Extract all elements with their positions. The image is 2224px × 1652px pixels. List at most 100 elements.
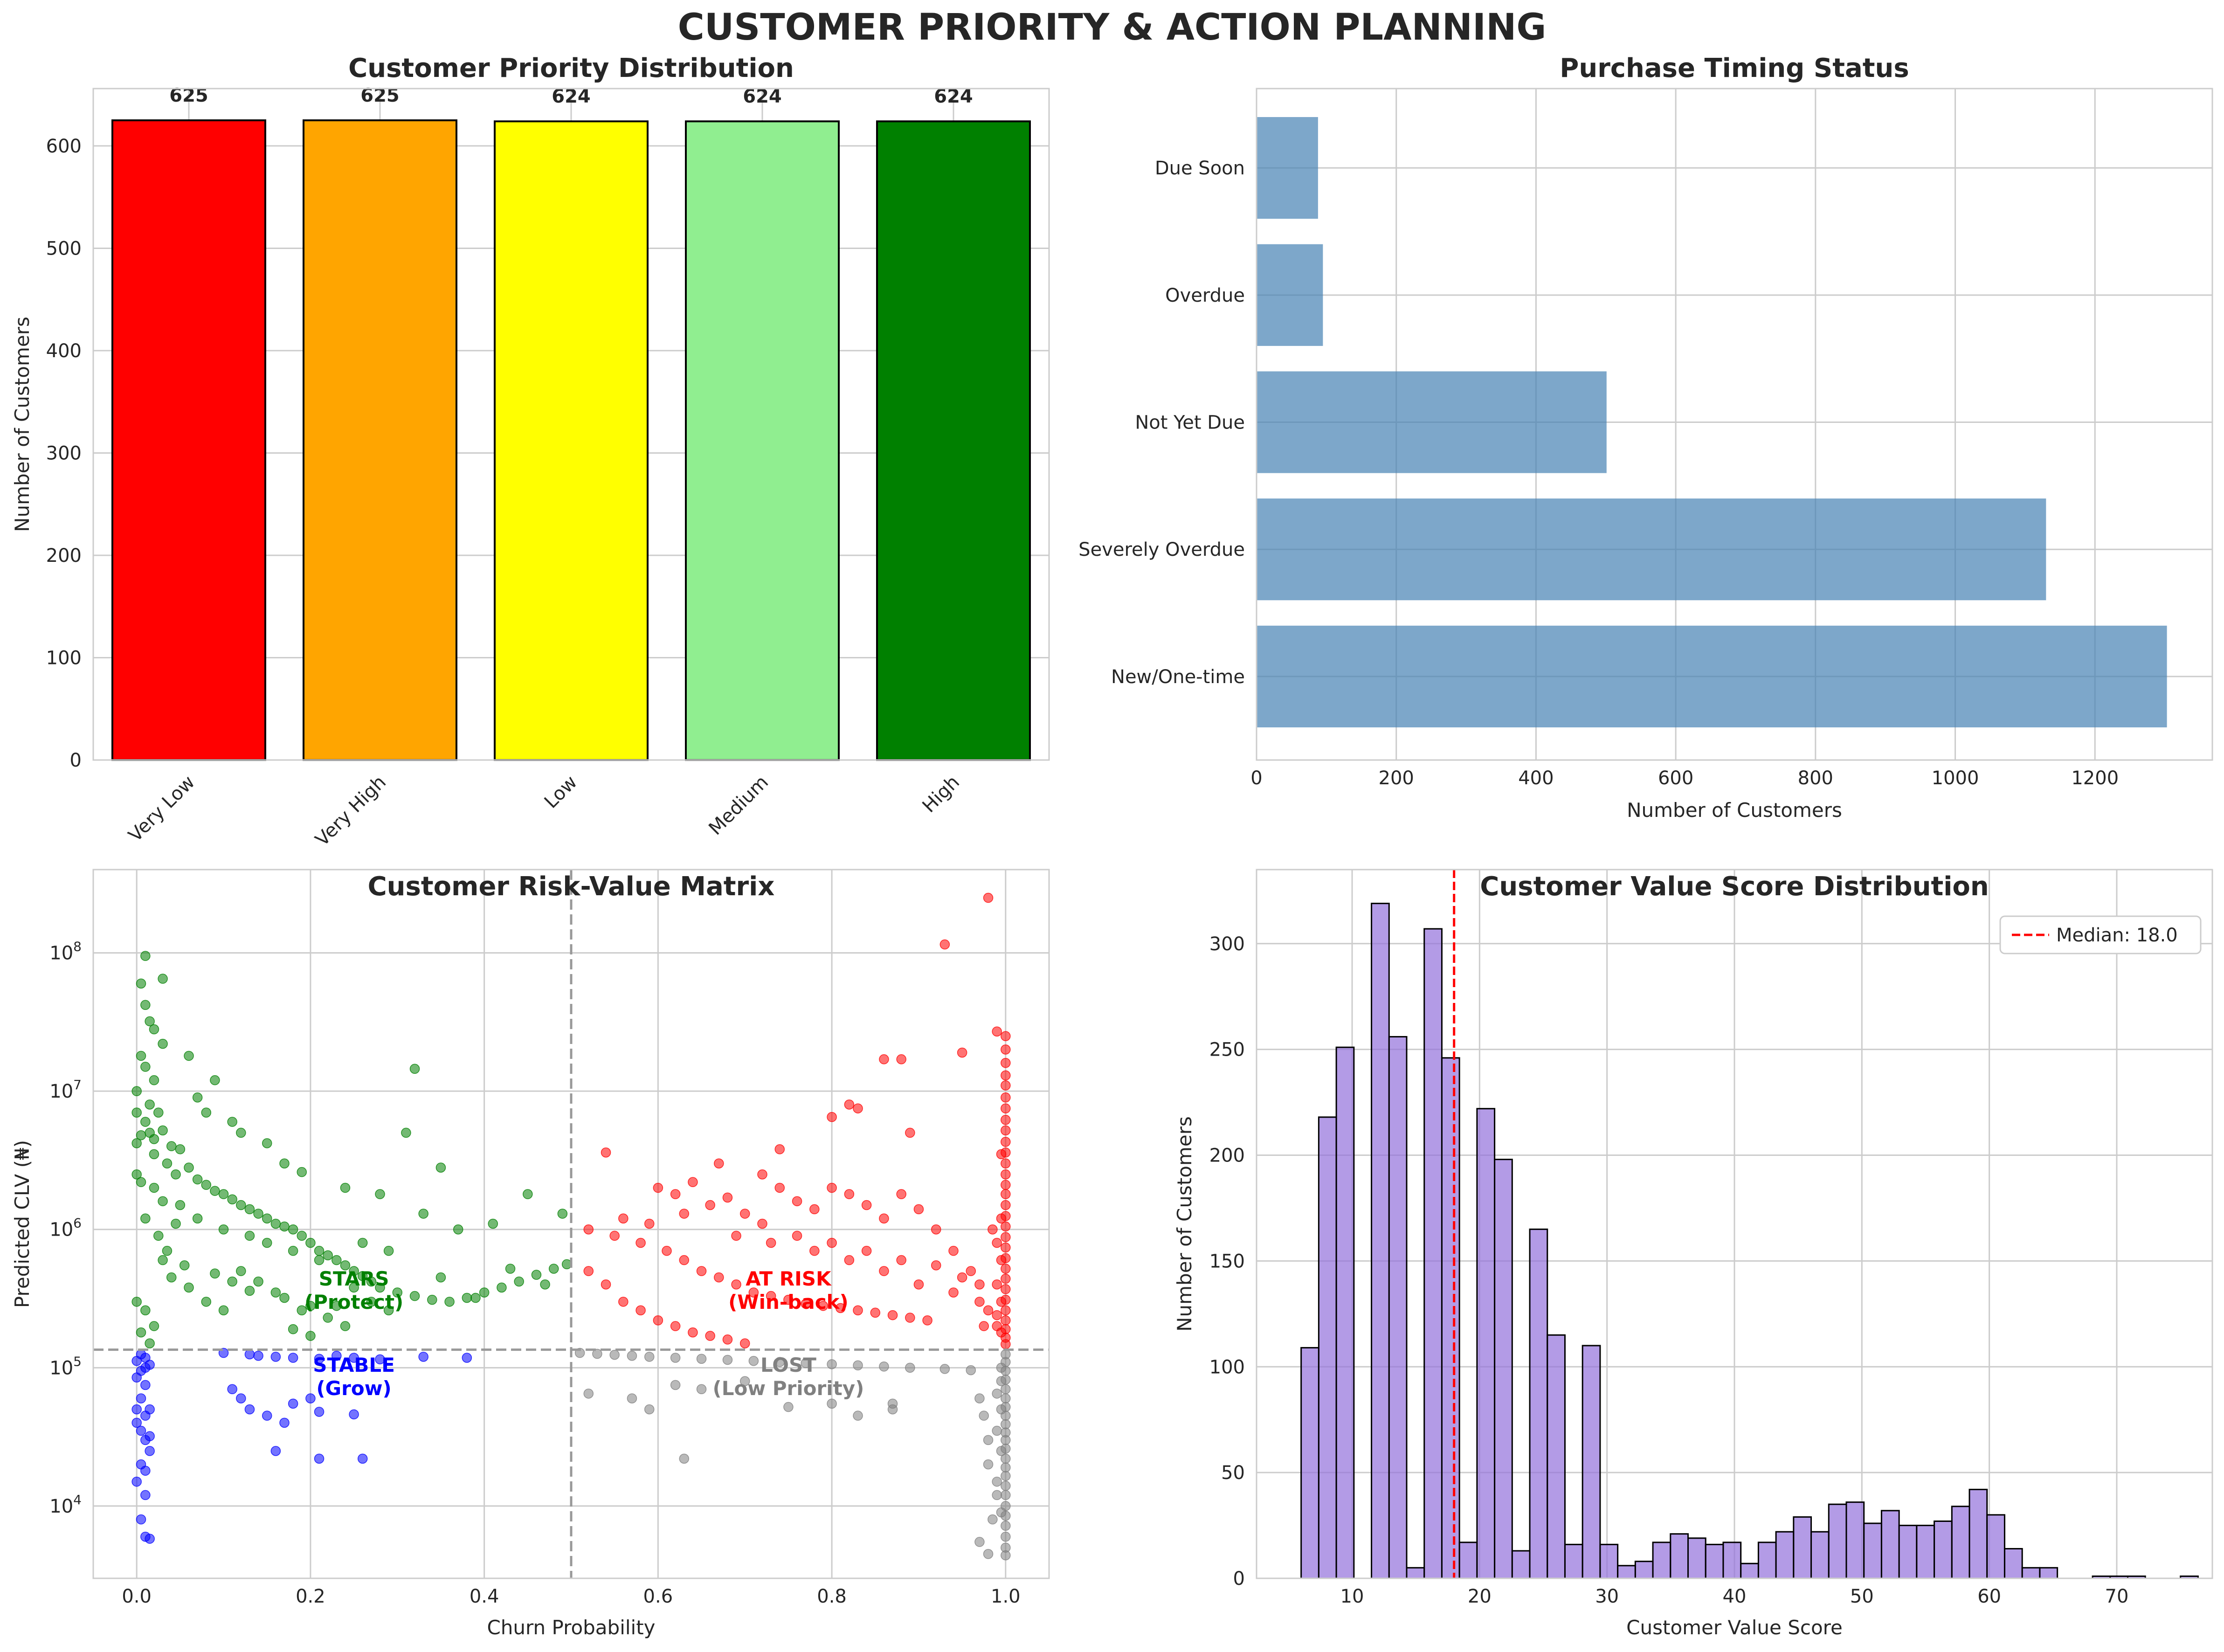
- matrix-point: [827, 1398, 837, 1409]
- valuescore-bin: [1335, 1046, 1355, 1579]
- matrix-point: [497, 1282, 507, 1293]
- matrix-point: [158, 1255, 168, 1265]
- matrix-point: [783, 1294, 794, 1305]
- matrix-point: [1001, 1393, 1011, 1403]
- matrix-quadrant-sublabel: (Win-back): [728, 1291, 849, 1313]
- valuescore-bin: [1547, 1334, 1566, 1579]
- matrix-point: [635, 1237, 646, 1248]
- timing-xtick: 600: [1658, 767, 1693, 789]
- valuescore-bin: [1300, 1347, 1319, 1579]
- matrix-point: [140, 1380, 151, 1390]
- matrix-point: [931, 1260, 941, 1271]
- priority-title: Customer Priority Distribution: [348, 53, 794, 83]
- timing-xtick: 800: [1798, 767, 1833, 789]
- matrix-point: [731, 1279, 741, 1290]
- matrix-point: [974, 1279, 985, 1290]
- matrix-point: [314, 1354, 325, 1364]
- matrix-point: [983, 1435, 994, 1445]
- matrix-point: [227, 1384, 237, 1395]
- matrix-point: [418, 1209, 428, 1219]
- timing-xtick: 1200: [2071, 767, 2119, 789]
- matrix-point: [236, 1127, 246, 1138]
- matrix-point: [357, 1453, 368, 1464]
- matrix-point: [792, 1196, 802, 1206]
- matrix-point: [288, 1245, 298, 1256]
- matrix-quadrant-sublabel: (Grow): [316, 1377, 391, 1400]
- matrix-point: [601, 1147, 611, 1158]
- valuescore-bin: [2003, 1548, 2023, 1579]
- matrix-point: [739, 1338, 750, 1348]
- matrix-point: [601, 1279, 611, 1290]
- matrix-xlabel: Churn Probability: [487, 1616, 655, 1639]
- matrix-point: [158, 974, 168, 984]
- matrix-point: [262, 1237, 272, 1248]
- matrix-point: [887, 1404, 898, 1415]
- priority-ytick: 400: [46, 340, 82, 362]
- matrix-point: [583, 1224, 594, 1235]
- valuescore-ytick: 200: [1209, 1145, 1245, 1167]
- matrix-point: [244, 1349, 255, 1360]
- timing-ytick: Not Yet Due: [1135, 412, 1245, 434]
- matrix-point: [218, 1189, 229, 1199]
- priority-axes-frame: [92, 88, 1050, 761]
- matrix-point: [583, 1266, 594, 1276]
- matrix-point: [305, 1237, 316, 1248]
- valuescore-xtick: 40: [1723, 1586, 1747, 1607]
- matrix-point: [879, 1266, 889, 1276]
- matrix-point: [314, 1255, 325, 1265]
- matrix-point: [1001, 1125, 1011, 1136]
- matrix-point: [470, 1293, 481, 1303]
- matrix-point: [236, 1266, 246, 1276]
- matrix-quadrant-sublabel: (Protect): [304, 1291, 403, 1313]
- matrix-point: [392, 1287, 403, 1298]
- matrix-point: [383, 1305, 394, 1316]
- matrix-point: [688, 1327, 698, 1338]
- matrix-point: [349, 1282, 359, 1293]
- matrix-point: [996, 1149, 1007, 1160]
- timing-xtick: 0: [1250, 767, 1262, 789]
- matrix-point: [992, 1310, 1002, 1320]
- valuescore-bin: [1529, 1228, 1548, 1579]
- matrix-point: [145, 1099, 155, 1110]
- matrix-point: [644, 1352, 655, 1362]
- matrix-point: [288, 1353, 298, 1363]
- matrix-point: [1001, 1031, 1011, 1041]
- matrix-point: [314, 1245, 325, 1256]
- matrix-point: [262, 1138, 272, 1148]
- matrix-xtick: 0.6: [643, 1586, 673, 1607]
- matrix-point: [870, 1307, 881, 1318]
- figure-title: CUSTOMER PRIORITY & ACTION PLANNING: [678, 7, 1547, 48]
- matrix-point: [1001, 1305, 1011, 1316]
- matrix-point: [131, 1404, 142, 1415]
- priority-xtick: Very Low: [124, 772, 199, 846]
- valuescore-bin: [1670, 1533, 1689, 1579]
- matrix-point: [192, 1092, 203, 1103]
- matrix-point: [201, 1180, 212, 1190]
- valuescore-bin: [1599, 1543, 1619, 1579]
- matrix-point: [714, 1158, 724, 1168]
- valuescore-bin: [1634, 1561, 1654, 1579]
- matrix-point: [297, 1167, 307, 1177]
- matrix-point: [653, 1315, 663, 1326]
- matrix-xtick: 0.4: [470, 1586, 499, 1607]
- matrix-point: [314, 1407, 325, 1417]
- valuescore-bin: [1863, 1522, 1882, 1579]
- matrix-point: [349, 1353, 359, 1363]
- matrix-point: [201, 1297, 212, 1307]
- timing-bars: [1257, 117, 2167, 727]
- matrix-point: [210, 1075, 220, 1085]
- matrix-point: [644, 1404, 655, 1415]
- matrix-point: [992, 1425, 1002, 1436]
- matrix-point: [366, 1297, 377, 1307]
- matrix-point: [153, 1230, 164, 1241]
- matrix-point: [540, 1279, 550, 1290]
- valuescore-bin: [1880, 1510, 1900, 1579]
- matrix-point: [983, 892, 994, 903]
- valuescore-xtick: 20: [1468, 1586, 1492, 1607]
- matrix-xtick: 0.2: [296, 1586, 325, 1607]
- matrix-point: [383, 1245, 394, 1256]
- matrix-point: [731, 1230, 741, 1241]
- valuescore-ytick: 150: [1209, 1251, 1245, 1272]
- matrix-point: [1001, 1221, 1011, 1232]
- matrix-point: [627, 1350, 637, 1361]
